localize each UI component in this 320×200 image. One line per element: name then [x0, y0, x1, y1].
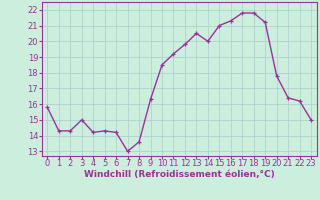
- X-axis label: Windchill (Refroidissement éolien,°C): Windchill (Refroidissement éolien,°C): [84, 170, 275, 179]
